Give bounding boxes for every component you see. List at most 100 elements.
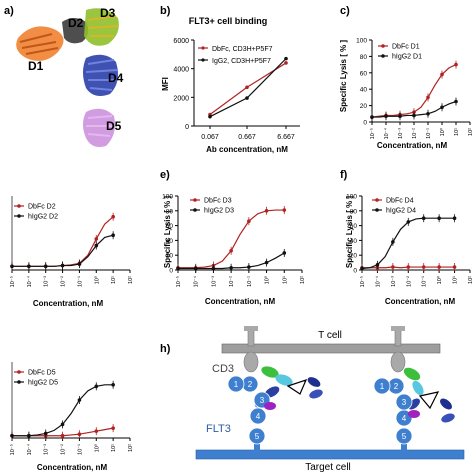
data-point [384, 114, 388, 119]
target-cell-label: Target cell [305, 462, 351, 473]
panel-c-label: c) [340, 5, 350, 17]
x-tick-label: 10² [128, 276, 134, 284]
panel-a-structure: a) D1 D2 D3 D4 D5 [4, 5, 124, 147]
domain-d1-strands [19, 33, 59, 55]
data-point [27, 433, 31, 438]
series-line-0 [178, 209, 285, 269]
flt3-label: FLT3 [206, 423, 231, 435]
x-tick-label: 10² [468, 128, 474, 136]
domain-d3-strands [87, 15, 119, 37]
chart-title: FLT3+ cell binding [189, 16, 268, 26]
domain-number: 5 [255, 432, 260, 441]
x-tick-label: 10⁻⁴ [374, 275, 381, 287]
series-line-0 [12, 216, 114, 267]
legend-marker [17, 380, 21, 384]
data-point [211, 266, 216, 271]
domain-label-d3: D3 [100, 6, 116, 20]
x-tick-label: 10⁻² [61, 444, 67, 455]
data-point [398, 114, 402, 119]
panel-h-label: h) [160, 343, 171, 355]
data-point [440, 105, 444, 110]
y-axis-label: Specific Lysis [ % ] [339, 40, 348, 113]
y-tick-label: 0 [169, 268, 173, 275]
panel-h-schematic: h) T cell Target cell CD3 FLT3 [160, 326, 465, 473]
panel-a-label: a) [4, 5, 14, 17]
legend-entry: hIgG2 D5 [28, 380, 58, 387]
data-point [94, 429, 99, 433]
x-tick-label: 10⁰ [93, 443, 100, 452]
legend-marker [17, 370, 21, 374]
y-tick-label: 60 [360, 70, 368, 77]
x-tick-label: 10⁻⁵ [369, 128, 376, 139]
data-point [245, 96, 249, 100]
x-tick-label: 10⁻³ [391, 276, 397, 287]
antibody-fc [309, 389, 323, 399]
flt3-stalk [401, 444, 407, 452]
flt3-receptor-right: 1 2 3 4 5 [373, 377, 420, 452]
cd3-receptor-right [390, 326, 406, 373]
flt3-domain [395, 393, 413, 411]
y-tick-label: 40 [166, 238, 174, 245]
domain-number: 3 [260, 396, 265, 405]
x-axis-label: Concentration, nM [385, 297, 456, 306]
y-tick-label: 100 [356, 38, 367, 45]
x-tick-label: 0.067 [201, 134, 219, 141]
data-point [412, 113, 416, 118]
legend-entry: DbFc D4 [386, 198, 414, 205]
panel-f-label: f) [340, 169, 348, 181]
x-tick-label: 10⁻¹ [77, 276, 83, 287]
y-tick-label: 40 [350, 238, 358, 245]
domain-d1-ribbon [16, 26, 64, 61]
y-tick-label: 100 [162, 194, 173, 201]
cd3-stalk-right [394, 329, 402, 347]
data-point [94, 243, 99, 248]
domain-number: 4 [256, 412, 261, 421]
t-cell-membrane [221, 343, 441, 354]
data-point [406, 265, 411, 269]
legend-entry: hIgG2 D2 [28, 214, 58, 221]
domain-number: 3 [402, 398, 407, 407]
legend-marker [381, 54, 385, 58]
cd3-stalk-left [247, 329, 255, 347]
flt3-domain [395, 427, 413, 445]
data-point [27, 264, 31, 269]
domain-number: 5 [402, 432, 407, 441]
legend-entry: hIgG2 D1 [392, 54, 422, 61]
flt3-domain [373, 377, 391, 395]
data-point [282, 208, 287, 212]
data-point [264, 209, 269, 213]
t-cell-label: T cell [318, 330, 342, 341]
x-tick-label: 6.667 [277, 134, 295, 141]
data-point [43, 264, 48, 269]
domain-d4-strands [85, 59, 119, 91]
data-point [391, 265, 395, 269]
legend-entry: DbFc D5 [28, 370, 56, 377]
data-point [111, 233, 115, 238]
flt3-stalk [254, 444, 260, 452]
y-tick-label: 60 [166, 223, 174, 230]
x-tick-label: 10¹ [111, 276, 117, 284]
panel-e-label: e) [160, 169, 170, 181]
x-tick-label: 10¹ [454, 128, 460, 136]
cd3-head-left [243, 351, 259, 373]
y-axis-label: MFI [161, 77, 170, 91]
legend-marker [193, 208, 197, 212]
x-tick-label: 10⁻² [406, 276, 412, 287]
x-tick-label: 10⁻⁴ [383, 127, 390, 139]
data-point [43, 431, 48, 436]
legend-marker [375, 208, 379, 212]
x-axis-label: Ab concentration, nM [206, 145, 288, 154]
data-point [421, 216, 426, 220]
x-tick-label: 10⁻¹ [247, 276, 253, 287]
antibody-domain [403, 367, 421, 381]
panel-b-binding-chart: b) FLT3+ cell binding 0 2000 4000 6000 0.06… [160, 5, 300, 154]
cd3-label: CD3 [212, 363, 234, 375]
y-axis-label: Specific Lysis [ % ] [345, 196, 354, 269]
data-point [111, 426, 115, 430]
data-point [10, 433, 14, 438]
y-tick-label: 0 [353, 268, 357, 275]
data-point [264, 260, 269, 265]
x-tick-label: 10⁻³ [44, 444, 50, 455]
flt3-receptor-left: 1 2 3 4 5 [227, 375, 276, 452]
domain-number: 4 [402, 414, 407, 423]
